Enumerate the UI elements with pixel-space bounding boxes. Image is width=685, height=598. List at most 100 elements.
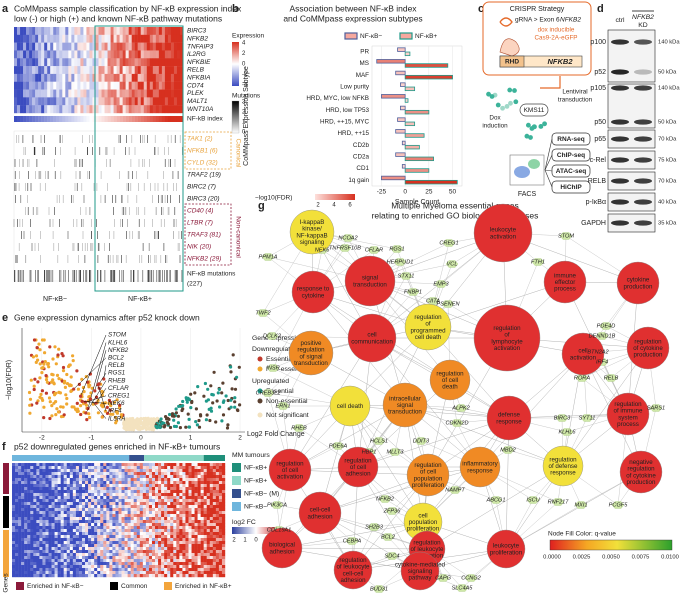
heatmap-cell (182, 478, 185, 481)
heatmap-cell (36, 469, 39, 472)
heatmap-cell (201, 523, 204, 526)
heatmap-cell (126, 97, 129, 105)
heatmap-cell (198, 565, 201, 568)
heatmap-cell (119, 526, 122, 529)
heatmap-cell (91, 553, 94, 556)
heatmap-cell (152, 547, 155, 550)
heatmap-cell (161, 547, 164, 550)
heatmap-cell (109, 487, 112, 490)
heatmap-cell (144, 58, 147, 66)
heatmap-cell (173, 559, 176, 562)
legend-swatch (345, 33, 357, 39)
mutation-gene: TRAF2 (19) (187, 172, 221, 179)
heatmap-cell (182, 568, 185, 571)
heatmap-cell (122, 526, 125, 529)
heatmap-cell (36, 481, 39, 484)
heatmap-cell (112, 469, 115, 472)
heatmap-cell (167, 568, 170, 571)
heatmap-cell (18, 529, 21, 532)
heatmap-cell (152, 535, 155, 538)
gene-label: IL2RG (187, 51, 206, 58)
heatmap-cell (108, 27, 111, 35)
heatmap-cell (58, 562, 61, 565)
heatmap-cell (188, 475, 191, 478)
heatmap-cell (52, 526, 55, 529)
point-ns (155, 418, 158, 421)
heatmap-cell (185, 574, 188, 577)
heatmap-cell (24, 526, 27, 529)
heatmap-cell (115, 547, 118, 550)
heatmap-cell (137, 523, 140, 526)
heatmap-cell (140, 523, 143, 526)
heatmap-cell (143, 565, 146, 568)
heatmap-cell (198, 505, 201, 508)
heatmap-cell (173, 526, 176, 529)
heatmap-cell (143, 553, 146, 556)
heatmap-cell (122, 553, 125, 556)
heatmap-cell (115, 574, 118, 577)
heatmap-cell (32, 90, 35, 98)
step-label: induction (482, 123, 508, 130)
heatmap-cell (86, 105, 89, 113)
point-down (47, 365, 50, 368)
heatmap-cell (73, 565, 76, 568)
heatmap-cell (141, 82, 144, 90)
heatmap-cell (109, 511, 112, 514)
heatmap-cell (146, 538, 149, 541)
heatmap-cell (97, 565, 100, 568)
heatmap-cell (185, 517, 188, 520)
heatmap-cell (134, 541, 137, 544)
heatmap-cell (216, 469, 219, 472)
heatmap-cell (195, 562, 198, 565)
heatmap-cell (167, 511, 170, 514)
panel-title: p52 downregulated genes enriched in NF-κ… (14, 441, 220, 451)
heatmap-cell (134, 517, 137, 520)
mutation-gene: LTBR (7) (187, 220, 213, 227)
heatmap-cell (45, 490, 48, 493)
heatmap-cell (24, 508, 27, 511)
heatmap-cell (112, 481, 115, 484)
heatmap-cell (115, 496, 118, 499)
heatmap-cell (138, 105, 141, 113)
heatmap-cell (55, 496, 58, 499)
point-up (175, 425, 178, 428)
heatmap-cell (201, 511, 204, 514)
heatmap-cell (42, 472, 45, 475)
heatmap-cell (204, 499, 207, 502)
heatmap-cell (94, 514, 97, 517)
heatmap-cell (138, 82, 141, 90)
heatmap-cell (185, 508, 188, 511)
heatmap-cell (64, 508, 67, 511)
blot-label: p-IκBα (586, 199, 606, 206)
heatmap-cell (140, 502, 143, 505)
heatmap-cell (55, 544, 58, 547)
heatmap-cell (52, 574, 55, 577)
legend-dot (258, 367, 263, 372)
heatmap-cell (106, 466, 109, 469)
heatmap-cell (112, 571, 115, 574)
heatmap-cell (207, 559, 210, 562)
heatmap-cell (56, 66, 59, 74)
heatmap-cell (161, 508, 164, 511)
heatmap-cell (15, 556, 18, 559)
heatmap-cell (49, 463, 52, 466)
heatmap-cell (67, 553, 70, 556)
heatmap-cell (82, 523, 85, 526)
point-down (50, 373, 53, 376)
heatmap-cell (213, 508, 216, 511)
heatmap-cell (146, 490, 149, 493)
tumour-bar (12, 455, 129, 461)
heatmap-cell (171, 90, 174, 98)
heatmap-cell (164, 532, 167, 535)
heatmap-cell (185, 478, 188, 481)
heatmap-cell (188, 523, 191, 526)
heatmap-cell (42, 562, 45, 565)
group-label: Non-canonical (234, 216, 241, 258)
point-up (206, 388, 209, 391)
heatmap-cell (88, 517, 91, 520)
heatmap-cell (76, 508, 79, 511)
heatmap-cell (146, 463, 149, 466)
point-down (63, 413, 66, 416)
heatmap-cell (115, 490, 118, 493)
heatmap-cell (94, 523, 97, 526)
